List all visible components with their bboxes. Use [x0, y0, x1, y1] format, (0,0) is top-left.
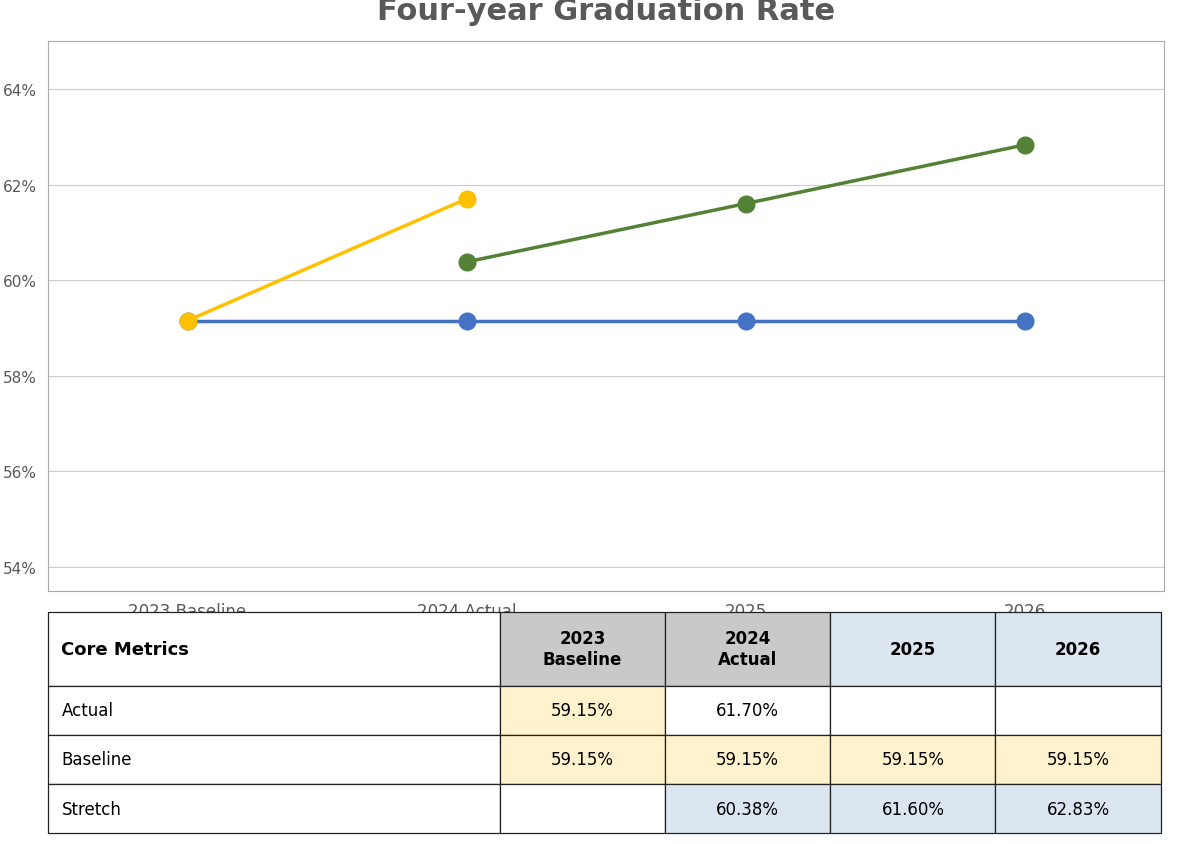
Text: 2024
Actual: 2024 Actual	[718, 630, 778, 668]
Text: Actual: Actual	[61, 701, 113, 719]
Bar	[996, 685, 1160, 735]
Bar	[996, 735, 1160, 784]
Bar	[830, 735, 996, 784]
Bar	[500, 685, 665, 735]
Text: 61.70%: 61.70%	[716, 701, 779, 719]
Bar	[48, 735, 500, 784]
Bar	[665, 784, 830, 833]
Bar	[665, 612, 830, 685]
Bar	[500, 735, 665, 784]
Bar	[830, 612, 996, 685]
Bar	[665, 685, 830, 735]
Bar	[48, 685, 500, 735]
Bar	[830, 784, 996, 833]
Legend: Baseline, Stretch, Actual: Baseline, Stretch, Actual	[394, 670, 818, 702]
Text: 2023
Baseline: 2023 Baseline	[542, 630, 623, 668]
Title: Four-year Graduation Rate: Four-year Graduation Rate	[377, 0, 835, 26]
Bar	[996, 612, 1160, 685]
Bar	[48, 612, 500, 685]
Text: 62.83%: 62.83%	[1046, 800, 1110, 818]
Text: 59.15%: 59.15%	[551, 750, 614, 769]
Text: 61.60%: 61.60%	[881, 800, 944, 818]
Bar	[48, 784, 500, 833]
Text: 59.15%: 59.15%	[551, 701, 614, 719]
Text: 2025: 2025	[889, 640, 936, 657]
Bar	[830, 685, 996, 735]
Text: 2026: 2026	[1055, 640, 1102, 657]
Bar	[665, 735, 830, 784]
Bar	[500, 784, 665, 833]
Text: 60.38%: 60.38%	[716, 800, 779, 818]
Text: 59.15%: 59.15%	[881, 750, 944, 769]
Bar	[996, 784, 1160, 833]
Text: 59.15%: 59.15%	[1046, 750, 1110, 769]
Text: 59.15%: 59.15%	[716, 750, 779, 769]
Text: Core Metrics: Core Metrics	[61, 640, 190, 657]
Text: Baseline: Baseline	[61, 750, 132, 769]
Bar	[500, 612, 665, 685]
Text: Stretch: Stretch	[61, 800, 121, 818]
